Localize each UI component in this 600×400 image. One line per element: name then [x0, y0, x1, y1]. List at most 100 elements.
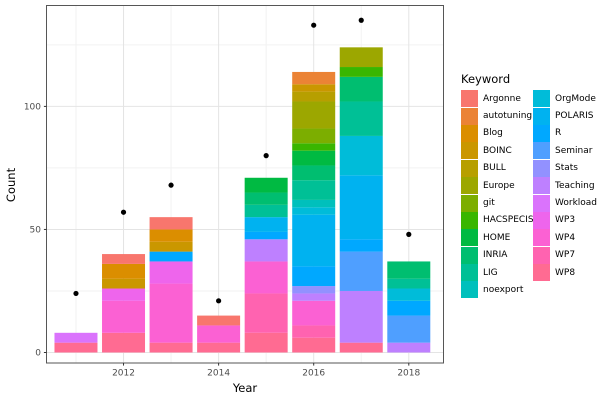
- y-axis-title: Count: [4, 167, 18, 203]
- bar-segment-2016-Europe: [292, 101, 336, 129]
- legend-swatch-Europe: [461, 177, 478, 195]
- legend-label: HACSPECIS: [483, 215, 534, 226]
- bar-segment-2016-noexport: [292, 199, 336, 208]
- legend-items: Argonne autotuning Blog BOINC BULL Europe git H…: [461, 90, 597, 299]
- legend-item-WP4: WP4: [533, 229, 597, 247]
- legend-label: BULL: [483, 163, 506, 174]
- legend-swatch-HOME: [461, 229, 478, 247]
- bar-segment-2015-WP7: [244, 293, 288, 333]
- legend-label: OrgMode: [555, 93, 596, 104]
- legend-item-WP8: WP8: [533, 264, 597, 282]
- legend-swatch-Argonne: [461, 90, 478, 108]
- bar-segment-2017-Teaching: [339, 290, 383, 343]
- legend-label: LIG: [483, 267, 498, 278]
- legend-item-Seminar: Seminar: [533, 142, 597, 160]
- legend-label: Blog: [483, 128, 503, 139]
- point-2018: [406, 231, 412, 237]
- legend-item-POLARIS: POLARIS: [533, 107, 597, 125]
- legend-item-OrgMode: OrgMode: [533, 90, 597, 108]
- y-tick-label: 50: [30, 226, 42, 236]
- legend-swatch-LIG: [461, 264, 478, 282]
- bar-segment-2013-Blog: [149, 229, 193, 242]
- legend-item-Teaching: Teaching: [533, 177, 597, 195]
- bar-segment-2018-Teaching: [387, 342, 431, 353]
- point-2016: [311, 22, 317, 28]
- legend-item-HACSPECIS: HACSPECIS: [461, 211, 534, 229]
- x-axis-title: Year: [232, 381, 258, 395]
- x-tick-label: 2012: [112, 369, 135, 379]
- legend-swatch-POLARIS: [533, 107, 550, 125]
- legend-label: Workload: [555, 198, 598, 209]
- bar-segment-2015-LIG: [244, 204, 288, 218]
- legend-item-R: R: [533, 124, 597, 142]
- bar-segment-2016-R: [292, 266, 336, 287]
- bar-segment-2015-WP4: [244, 261, 288, 294]
- bar-segment-2018-INRIA: [387, 261, 431, 279]
- bar-segment-2013-R: [149, 251, 193, 262]
- x-tick-label: 2018: [397, 369, 420, 379]
- legend-label: noexport: [483, 284, 524, 295]
- legend-label: Teaching: [555, 180, 595, 191]
- legend-swatch-HACSPECIS: [461, 211, 478, 229]
- legend-item-LIG: LIG: [461, 264, 533, 282]
- legend-label: BOINC: [483, 145, 512, 156]
- bar-segment-2016-git: [292, 128, 336, 144]
- legend-swatch-R: [533, 124, 550, 142]
- point-2015: [263, 153, 269, 159]
- bar-segment-2011-Workload: [54, 332, 98, 343]
- legend-label: HOME: [483, 232, 511, 243]
- bar-segment-2018-LIG: [387, 278, 431, 289]
- legend-swatch-noexport: [461, 281, 478, 299]
- legend-swatch-WP7: [533, 246, 550, 264]
- legend-label: git: [483, 198, 495, 209]
- legend-label: Argonne: [483, 93, 521, 104]
- bar-segment-2016-HOME: [292, 150, 336, 166]
- bar-segment-2015-WP8: [244, 332, 288, 353]
- bar-segment-2012-WP4: [102, 300, 146, 333]
- legend-swatch-INRIA: [461, 246, 478, 264]
- bar-segment-2015-R: [244, 231, 288, 240]
- legend-swatch-autotuning: [461, 107, 478, 125]
- panel-border: [46, 5, 444, 364]
- bar-segment-2016-INRIA: [292, 165, 336, 181]
- bar-segment-2016-WP8: [292, 337, 336, 353]
- legend-swatch-WP3: [533, 211, 550, 229]
- bar-segment-2013-Argonne: [149, 217, 193, 230]
- x-tick-label: 2014: [207, 369, 230, 379]
- bar-segment-2015-POLARIS: [244, 217, 288, 232]
- legend-swatch-git: [461, 194, 478, 212]
- bar-segment-2018-OrgMode: [387, 288, 431, 301]
- legend-swatch-BOINC: [461, 142, 478, 160]
- bar-segment-2011-WP8: [54, 342, 98, 353]
- bar-segment-2013-WP8: [149, 342, 193, 353]
- bar-segment-2016-LIG: [292, 180, 336, 200]
- bar-segment-2017-Seminar: [339, 251, 383, 291]
- bar-segment-2012-Blog: [102, 263, 146, 279]
- legend-item-BULL: BULL: [461, 159, 533, 177]
- bar-segment-2017-POLARIS: [339, 175, 383, 240]
- bar-segment-2017-OrgMode: [339, 135, 383, 176]
- legend-label: WP7: [555, 250, 576, 261]
- legend-item-Blog: Blog: [461, 124, 533, 142]
- point-2011: [73, 290, 79, 297]
- bar-segment-2014-WP8: [197, 342, 241, 353]
- legend-label: POLARIS: [555, 111, 594, 122]
- legend-swatch-Stats: [533, 159, 550, 177]
- legend-item-WP7: WP7: [533, 246, 597, 264]
- bar-segment-2013-BOINC: [149, 241, 193, 252]
- bar-segment-2012-WP3: [102, 288, 146, 301]
- legend-label: R: [555, 128, 562, 139]
- bar-segment-2017-LIG: [339, 101, 383, 136]
- bar-segment-2016-HACSPECIS: [292, 143, 336, 151]
- legend-label: Europe: [483, 180, 515, 191]
- legend-item-WP3: WP3: [533, 211, 597, 229]
- bar-segment-2016-OrgMode: [292, 207, 336, 215]
- legend-label: WP3: [555, 215, 576, 226]
- bar-segment-2012-WP8: [102, 332, 146, 353]
- bar-segment-2016-WP4: [292, 300, 336, 326]
- bar-segment-2015-Teaching: [244, 239, 288, 262]
- y-tick-label: 100: [24, 103, 41, 113]
- legend-swatch-Blog: [461, 124, 478, 142]
- legend-item-noexport: noexport: [461, 281, 533, 299]
